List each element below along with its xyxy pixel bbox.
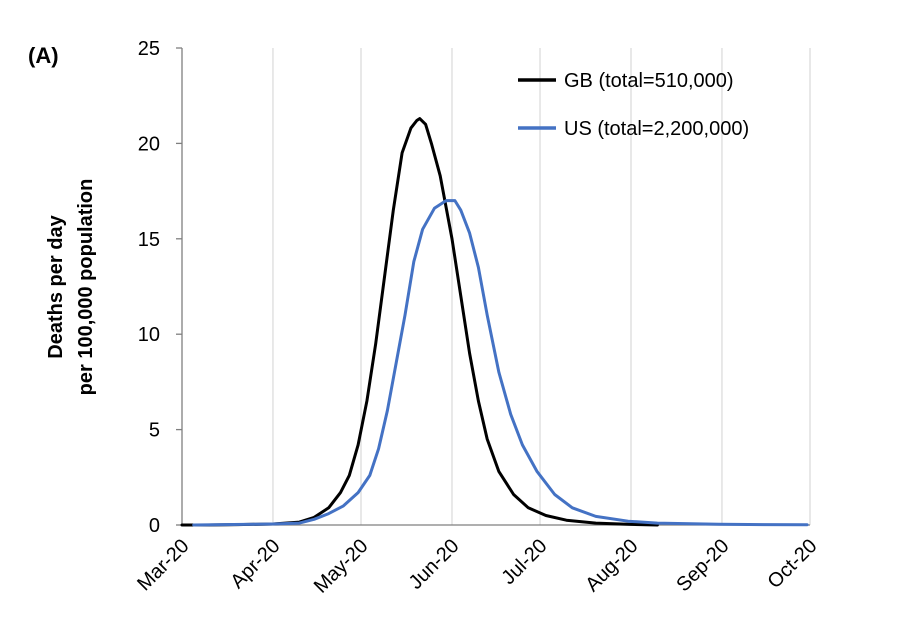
y-tick-0: 0 <box>149 515 160 537</box>
x-tick-may-20: May-20 <box>310 535 373 598</box>
y-tick-15: 15 <box>138 229 160 251</box>
legend-label-us: US (total=2,200,000) <box>564 118 749 140</box>
panel-label: (A) <box>28 43 59 68</box>
y-tick-labels: 0 5 10 15 20 25 <box>138 38 160 537</box>
y-axis-title: Deaths per day per 100,000 population <box>45 179 97 396</box>
y-tick-5: 5 <box>149 420 160 442</box>
x-tick-sep-20: Sep-20 <box>672 535 733 596</box>
x-tick-oct-20: Oct-20 <box>764 535 822 593</box>
y-axis-title-line-2: per 100,000 population <box>75 179 97 396</box>
x-tick-apr-20: Apr-20 <box>227 535 285 593</box>
legend: GB (total=510,000) US (total=2,200,000) <box>518 70 749 140</box>
y-tick-10: 10 <box>138 324 160 346</box>
x-tick-labels: Mar-20 Apr-20 May-20 Jun-20 Jul-20 Aug-20 Sep-… <box>133 535 821 598</box>
series-line-gb <box>180 117 659 527</box>
legend-label-gb: GB (total=510,000) <box>564 70 734 92</box>
x-tick-mar-20: Mar-20 <box>133 535 193 595</box>
series-layer <box>180 117 809 527</box>
y-tick-25: 25 <box>138 38 160 60</box>
y-axis-title-line-1: Deaths per day <box>45 214 67 358</box>
series-line-us <box>192 199 809 527</box>
x-tick-jun-20: Jun-20 <box>405 535 464 594</box>
x-tick-aug-20: Aug-20 <box>581 535 642 596</box>
y-tick-20: 20 <box>138 133 160 155</box>
x-tick-jul-20: Jul-20 <box>497 535 551 589</box>
